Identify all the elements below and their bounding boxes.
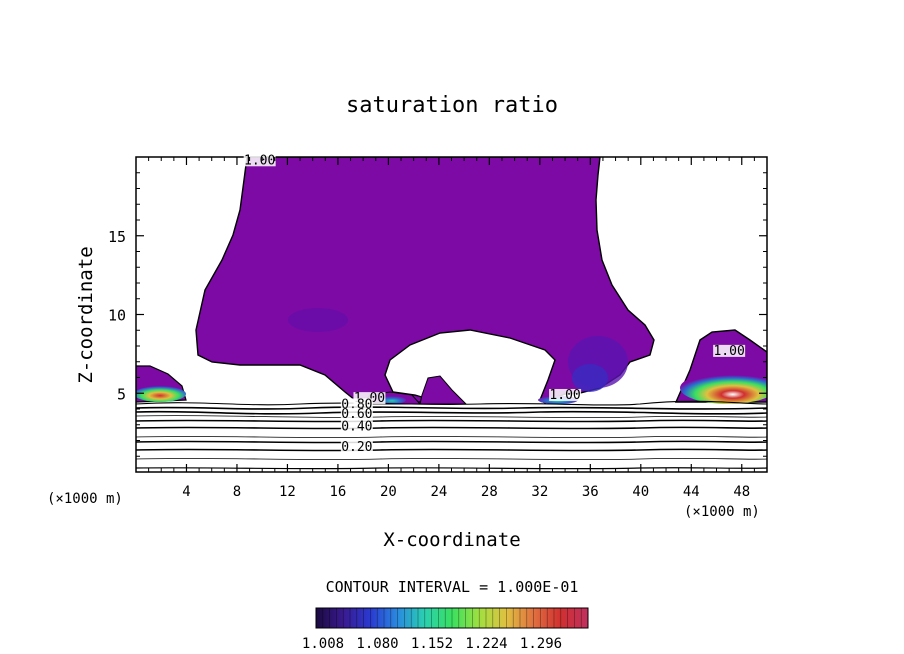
contour-line [136, 400, 767, 406]
contour-label: 0.40 [341, 419, 372, 434]
x-tick-label: 40 [632, 484, 649, 500]
colorbar-label: 1.224 [465, 636, 507, 652]
x-tick-label: 24 [430, 484, 447, 500]
contour-line [136, 406, 767, 410]
x-tick-label: 32 [531, 484, 548, 500]
supersaturated-region-bump [419, 375, 468, 405]
x-tick-label: 48 [733, 484, 750, 500]
contour-interval-text: CONTOUR INTERVAL = 1.000E-01 [326, 578, 579, 596]
colorbar-labels: 1.008 1.080 1.152 1.224 1.296 [302, 636, 562, 652]
contour-label-bg [340, 420, 373, 433]
colorbar-label: 1.152 [411, 636, 453, 652]
colorbar-label: 1.296 [520, 636, 562, 652]
colorbar-ticks [315, 608, 589, 628]
contour-line [136, 419, 767, 423]
contour-label-bg [340, 407, 373, 420]
y-tick-label: 15 [108, 228, 126, 246]
contour-line [136, 448, 767, 452]
x-tick-label: 16 [329, 484, 346, 500]
contour-label-bg [340, 398, 373, 411]
x-tick-label: 20 [380, 484, 397, 500]
x-tick-label: 28 [481, 484, 498, 500]
x-tick-label: 36 [582, 484, 599, 500]
hot-core-right [680, 372, 767, 404]
contour-label-bg [549, 388, 582, 401]
contour-label: 1.00 [549, 388, 580, 403]
supersaturated-region-main [195, 157, 655, 405]
contour-label-bg [243, 154, 276, 167]
y-tick-label: 5 [117, 385, 126, 403]
y-tick-label: 10 [108, 307, 126, 325]
colorbar-label: 1.080 [356, 636, 398, 652]
contour-line [136, 410, 767, 415]
x-axis-label: X-coordinate [383, 529, 520, 551]
chart-title: saturation ratio [346, 93, 558, 118]
darker-patch-mid [288, 308, 348, 332]
contour-label-bg [340, 440, 373, 453]
subsaturated-contour-lines [136, 400, 767, 470]
contour-label: 0.60 [341, 407, 372, 422]
contour-line [136, 467, 767, 470]
contour-line [136, 435, 767, 438]
hot-core-left [136, 386, 186, 402]
x-tick-label: 4 [182, 484, 190, 500]
contour-line [136, 440, 767, 444]
x-tick-label: 44 [683, 484, 700, 500]
x-unit-left: (×1000 m) [47, 491, 123, 507]
y-axis-label: Z-coordinate [75, 246, 97, 383]
contour-label: 1.00 [713, 344, 744, 359]
contour-line [136, 426, 767, 430]
contour-line [136, 415, 767, 418]
x-tick-label: 8 [233, 484, 241, 500]
colorbar-label: 1.008 [302, 636, 344, 652]
contour-line [136, 457, 767, 460]
contour-labels: 1.001.001.001.000.800.600.400.20 [243, 153, 746, 455]
bluer-patch-right [572, 364, 608, 392]
contour-label: 0.20 [341, 440, 372, 455]
contour-label: 1.00 [244, 153, 275, 168]
x-tick-label: 12 [279, 484, 296, 500]
x-unit-right: (×1000 m) [684, 504, 760, 520]
contour-label-bg [713, 344, 746, 357]
